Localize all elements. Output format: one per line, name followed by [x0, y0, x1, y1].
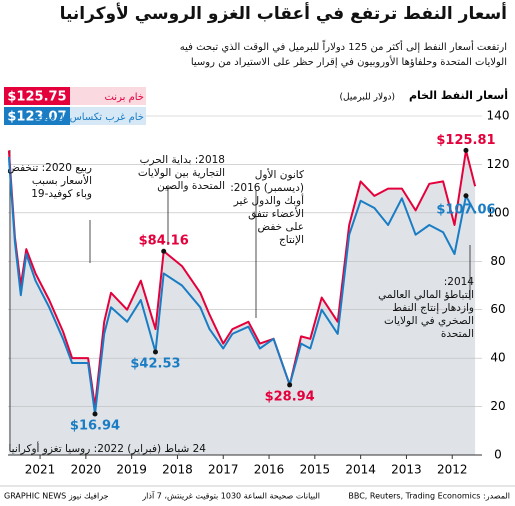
x-tick-label: 2015: [300, 463, 331, 477]
series-line: [7, 149, 477, 408]
annotation: 2014:: [444, 276, 475, 288]
footer-note: البيانات صحيحة الساعة 1030 بتوقيت غرينتش…: [141, 491, 320, 501]
annotation: التجارية بين الولايات: [138, 167, 225, 179]
data-label: $16.94: [70, 418, 120, 433]
annotation: أوبك والدول غير: [233, 193, 304, 207]
data-label: $125.81: [436, 133, 495, 148]
legend-value: $125.75: [7, 90, 66, 105]
legend-value: $123.07: [7, 110, 66, 125]
x-tick-label: 2014: [345, 463, 376, 477]
annotation: وباء كوفيد-19: [31, 188, 92, 200]
y-tick-label: 140: [487, 109, 510, 123]
annotation: كانون الأول: [255, 168, 304, 181]
data-point: [287, 382, 293, 388]
data-point: [161, 248, 167, 254]
y-tick-label: 20: [490, 399, 505, 413]
y-axis-label: أسعار النفط الخام: [409, 88, 508, 102]
subtitle-line: ارتفعت أسعار النفط إلى أكثر من 125 دولار…: [179, 42, 507, 53]
y-tick-label: 120: [487, 157, 510, 171]
y-tick-label: 0: [494, 448, 502, 462]
x-tick-label: 2020: [71, 463, 102, 477]
legend-name-box: [70, 87, 146, 105]
subtitle-line: الولايات المتحدة وحلفاؤها الأوروبيون في …: [190, 57, 507, 68]
y-tick-label: 80: [490, 254, 505, 268]
annotation: الأسعار بسبب: [32, 174, 92, 187]
y-axis-unit: (دولار للبرميل): [340, 93, 395, 103]
annotation: التباطؤ المالي العالمي: [378, 289, 474, 301]
annotation: المتحدة: [441, 328, 474, 340]
x-tick-label: 2013: [391, 463, 422, 477]
legend-value-box: [4, 87, 70, 105]
legend-name-box: [70, 107, 146, 125]
annotation: على خفض: [258, 221, 305, 233]
x-tick-label: 2018: [162, 463, 193, 477]
annotation: الصخري في الولايات: [384, 315, 474, 327]
footer-source: المصدر: BBC, Reuters, Trading Economics: [348, 492, 510, 501]
x-tick-label: 2017: [208, 463, 239, 477]
data-label: $107.06: [436, 202, 495, 217]
annotation: ربيع 2020: تنخفض: [7, 162, 92, 174]
annotation: وازدهار إنتاج النفط: [392, 302, 474, 314]
annotation: 2018: بداية الحرب: [140, 154, 225, 166]
y-tick-label: 100: [487, 205, 510, 219]
x-tick-label: 2019: [116, 463, 147, 477]
annotation: الأعضاء تتفق: [248, 207, 304, 220]
footer-credit: GRAPHIC NEWS جرافيك نيوز: [4, 492, 109, 501]
shaded-area: [8, 150, 476, 455]
annotation: (ديسمبر) 2016:: [230, 182, 304, 194]
title: أسعار النفط ترتفع في أعقاب الغزو الروسي …: [59, 4, 507, 24]
data-point: [152, 349, 158, 355]
y-tick-label: 60: [490, 302, 505, 316]
legend-value-box: [4, 107, 70, 125]
data-label: $28.94: [265, 389, 315, 404]
x-tick-label: 2016: [254, 463, 285, 477]
data-label: $42.53: [130, 357, 180, 372]
data-point: [92, 411, 98, 417]
legend-name: خام برنت: [104, 92, 144, 103]
x-tick-label: 2012: [437, 463, 468, 477]
data-point: [463, 147, 469, 153]
y-tick-label: 40: [490, 351, 505, 365]
annotation: المتحدة والصين: [157, 180, 225, 192]
annotation: الإنتاج: [279, 234, 304, 246]
legend-name: خام غرب تكساس الوسيط: [35, 112, 144, 123]
data-point: [463, 193, 469, 199]
annotation: 24 شباط (فبراير) 2022: روسيا تغزو أوكران…: [8, 441, 206, 455]
series-line: [7, 156, 476, 415]
x-tick-label: 2021: [25, 463, 56, 477]
data-label: $84.16: [139, 234, 189, 249]
